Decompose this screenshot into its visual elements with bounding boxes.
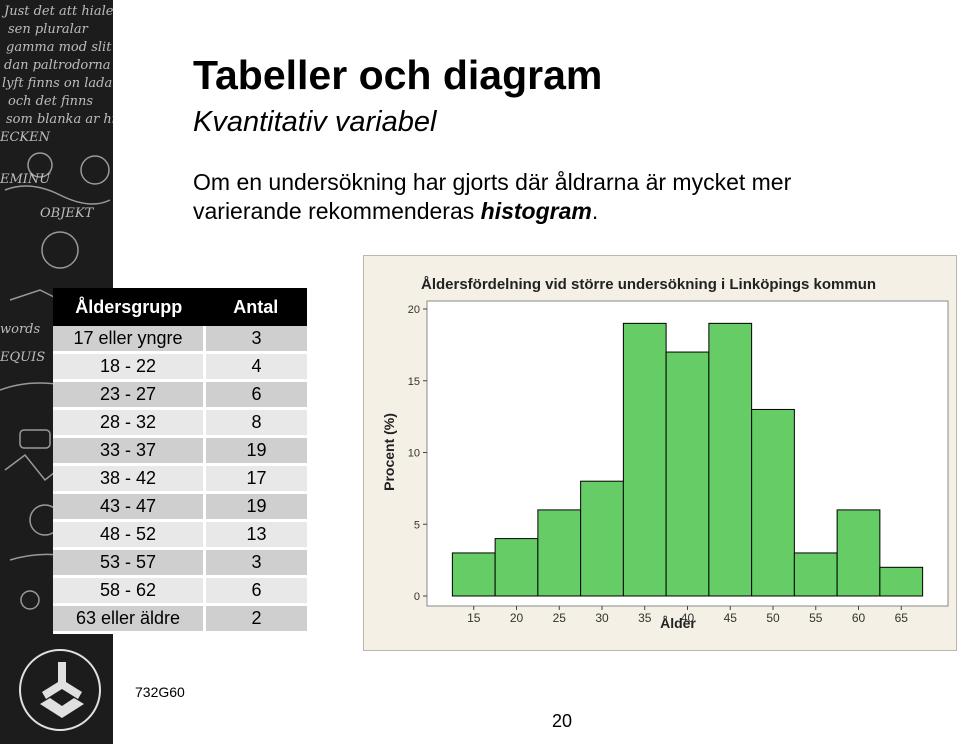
x-tick-label: 15 [467, 611, 481, 625]
histogram-chart: Åldersfördelning vid större undersökning… [363, 255, 957, 651]
count-cell: 2 [204, 604, 307, 634]
x-tick-label: 40 [681, 611, 695, 625]
column-header-age-group: Åldersgrupp [53, 288, 205, 326]
body-text: Om en undersökning har gjorts där åldrar… [193, 168, 893, 226]
x-tick-label: 25 [553, 611, 567, 625]
age-group-cell: 23 - 27 [53, 380, 206, 410]
y-tick-label: 20 [408, 304, 420, 316]
chalk-text: words [0, 322, 41, 337]
y-tick-label: 5 [414, 519, 420, 531]
y-axis-label: Procent (%) [381, 413, 397, 491]
count-cell: 6 [204, 380, 307, 410]
table-row: 28 - 32 8 [53, 408, 307, 438]
age-group-cell: 43 - 47 [53, 492, 206, 522]
x-tick-label: 60 [852, 611, 866, 625]
x-axis-label: Ålder [660, 615, 696, 631]
body-text-emphasis: histogram [480, 198, 592, 224]
y-tick-label: 0 [414, 591, 420, 603]
page-number: 20 [552, 711, 573, 731]
age-group-cell: 53 - 57 [53, 548, 206, 578]
table-row: 48 - 52 13 [53, 520, 307, 550]
chart-title: Åldersfördelning vid större undersökning… [421, 276, 876, 293]
x-tick-label: 45 [724, 611, 738, 625]
histogram-bar [836, 509, 881, 597]
count-cell: 8 [204, 408, 307, 438]
table-row: 38 - 42 17 [53, 464, 307, 494]
histogram-bar [451, 552, 496, 597]
chalk-text: OBJEKT [40, 206, 94, 221]
histogram-bar [879, 566, 924, 597]
age-group-cell: 28 - 32 [53, 408, 206, 438]
age-group-cell: 63 eller äldre [53, 604, 206, 634]
table-row: 18 - 22 4 [53, 352, 307, 382]
table-row: 53 - 57 3 [53, 548, 307, 578]
slide-title: Tabeller och diagram [193, 52, 603, 98]
course-code: 732G60 [135, 684, 185, 700]
histogram-svg: Åldersfördelning vid större undersökning… [381, 276, 949, 631]
age-group-cell: 33 - 37 [53, 436, 206, 466]
chalk-text: ECKEN [0, 130, 51, 145]
count-cell: 6 [204, 576, 307, 606]
age-group-cell: 18 - 22 [53, 352, 206, 382]
chalk-text: EMINU [0, 172, 51, 187]
x-tick-label: 55 [809, 611, 823, 625]
age-group-cell: 38 - 42 [53, 464, 206, 494]
bars-layer [451, 322, 924, 597]
chalk-text: EQUIS [0, 350, 46, 365]
y-tick-label: 15 [408, 376, 420, 388]
table-row: 17 eller yngre 3 [53, 326, 307, 354]
x-tick-label: 65 [895, 611, 909, 625]
university-logo [19, 649, 101, 731]
histogram-bar [580, 480, 624, 597]
slide-subtitle: Kvantitativ variabel [193, 106, 437, 138]
x-tick-label: 20 [510, 611, 524, 625]
age-group-cell: 48 - 52 [53, 520, 206, 550]
chalk-text: Just det att hiale [4, 4, 113, 19]
table-row: 33 - 37 19 [53, 436, 307, 466]
table-row: 58 - 62 6 [53, 576, 307, 606]
y-tick-label: 10 [408, 448, 420, 460]
table-row: 23 - 27 6 [53, 380, 307, 410]
chalk-text: dan paltrodorna [4, 58, 111, 73]
age-group-cell: 58 - 62 [53, 576, 206, 606]
age-group-table: Åldersgrupp Antal 17 eller yngre 3 18 - 2… [53, 288, 307, 634]
table-row: 63 eller äldre 2 [53, 604, 307, 634]
histogram-bar [622, 322, 667, 597]
body-text-suffix: . [591, 198, 599, 224]
count-cell: 4 [204, 352, 307, 382]
x-tick-label: 50 [766, 611, 780, 625]
chalk-text: som blanka ar hit [6, 112, 113, 127]
count-cell: 19 [204, 492, 307, 522]
histogram-bar [793, 552, 838, 597]
chalk-text: sen pluralar [8, 22, 88, 37]
histogram-bar [494, 538, 539, 597]
count-cell: 17 [204, 464, 307, 494]
chalk-text: och det finns [8, 94, 94, 109]
body-text-prefix: Om en undersökning har gjorts där åldrar… [193, 169, 792, 224]
column-header-count: Antal [204, 288, 307, 326]
count-cell: 13 [204, 520, 307, 550]
histogram-bar [751, 408, 795, 597]
age-group-cell: 17 eller yngre [53, 326, 206, 354]
count-cell: 3 [204, 326, 307, 354]
histogram-bar [665, 351, 710, 597]
count-cell: 19 [204, 436, 307, 466]
chalk-text: gamma mod slit [6, 40, 112, 55]
chalk-text: lyft finns on lada [2, 76, 113, 91]
count-cell: 3 [204, 548, 307, 578]
x-axis: 15 20 25 30 35 40 45 50 55 60 65 [467, 606, 908, 625]
x-tick-label: 35 [638, 611, 652, 625]
x-tick-label: 30 [595, 611, 609, 625]
histogram-bar [708, 322, 753, 597]
table-row: 43 - 47 19 [53, 492, 307, 522]
table-header-row: Åldersgrupp Antal [53, 288, 307, 326]
y-axis: 0 5 10 15 20 [408, 304, 427, 603]
histogram-bar [537, 509, 582, 597]
